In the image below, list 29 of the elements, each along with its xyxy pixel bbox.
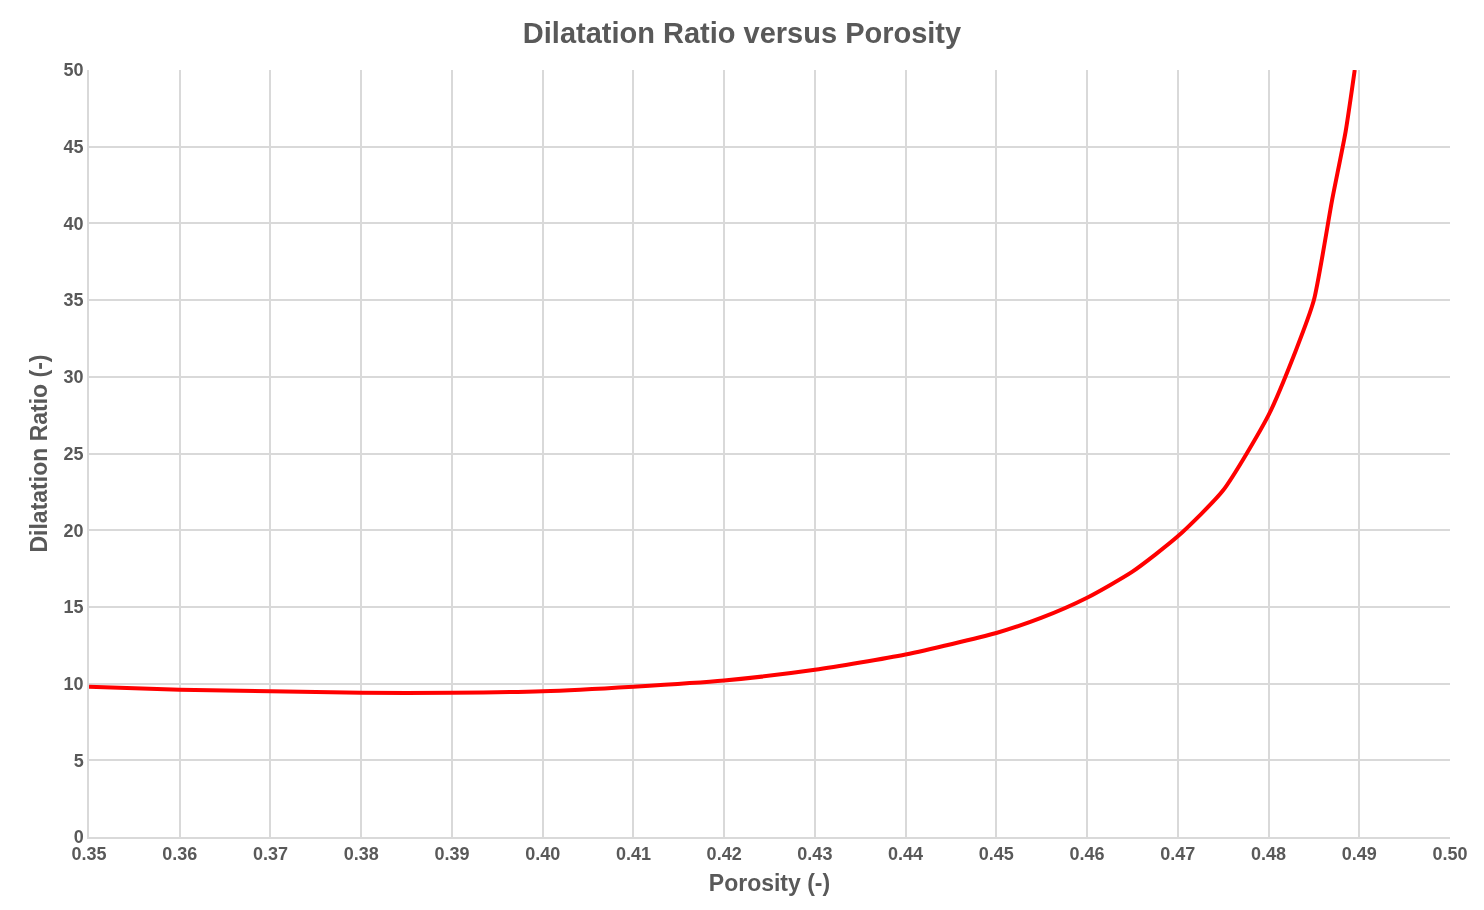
y-tick-label: 30 <box>63 367 84 388</box>
x-tick-label: 0.47 <box>1160 844 1196 865</box>
x-axis-title: Porosity (-) <box>708 870 831 897</box>
y-tick-label: 10 <box>63 673 84 694</box>
x-tick-label: 0.36 <box>162 844 198 865</box>
x-tick-label: 0.38 <box>343 844 379 865</box>
x-tick-label: 0.50 <box>1432 844 1468 865</box>
y-tick-label: 35 <box>63 290 84 311</box>
y-tick-label: 40 <box>63 213 84 234</box>
y-tick-label: 20 <box>63 520 84 541</box>
x-tick-label: 0.49 <box>1341 844 1377 865</box>
x-tick-label: 0.43 <box>797 844 833 865</box>
x-tick-label: 0.40 <box>525 844 561 865</box>
x-tick-label: 0.37 <box>252 844 288 865</box>
y-axis-title: Dilatation Ratio (-) <box>25 354 52 553</box>
x-tick-label: 0.41 <box>615 844 651 865</box>
y-tick-label: 5 <box>73 750 84 771</box>
x-tick-label: 0.48 <box>1251 844 1287 865</box>
x-tick-label: 0.45 <box>978 844 1014 865</box>
x-tick-label: 0.46 <box>1069 844 1105 865</box>
y-tick-label: 15 <box>63 597 84 618</box>
y-tick-label: 25 <box>63 443 84 464</box>
x-tick-label: 0.39 <box>434 844 470 865</box>
y-tick-label: 45 <box>63 137 84 157</box>
x-tick-label: 0.42 <box>706 844 742 865</box>
line-series <box>89 70 1357 695</box>
y-tick-label: 50 <box>63 60 84 81</box>
chart-title: Dilatation Ratio versus Porosity <box>522 17 962 50</box>
x-tick-label: 0.44 <box>888 844 924 865</box>
